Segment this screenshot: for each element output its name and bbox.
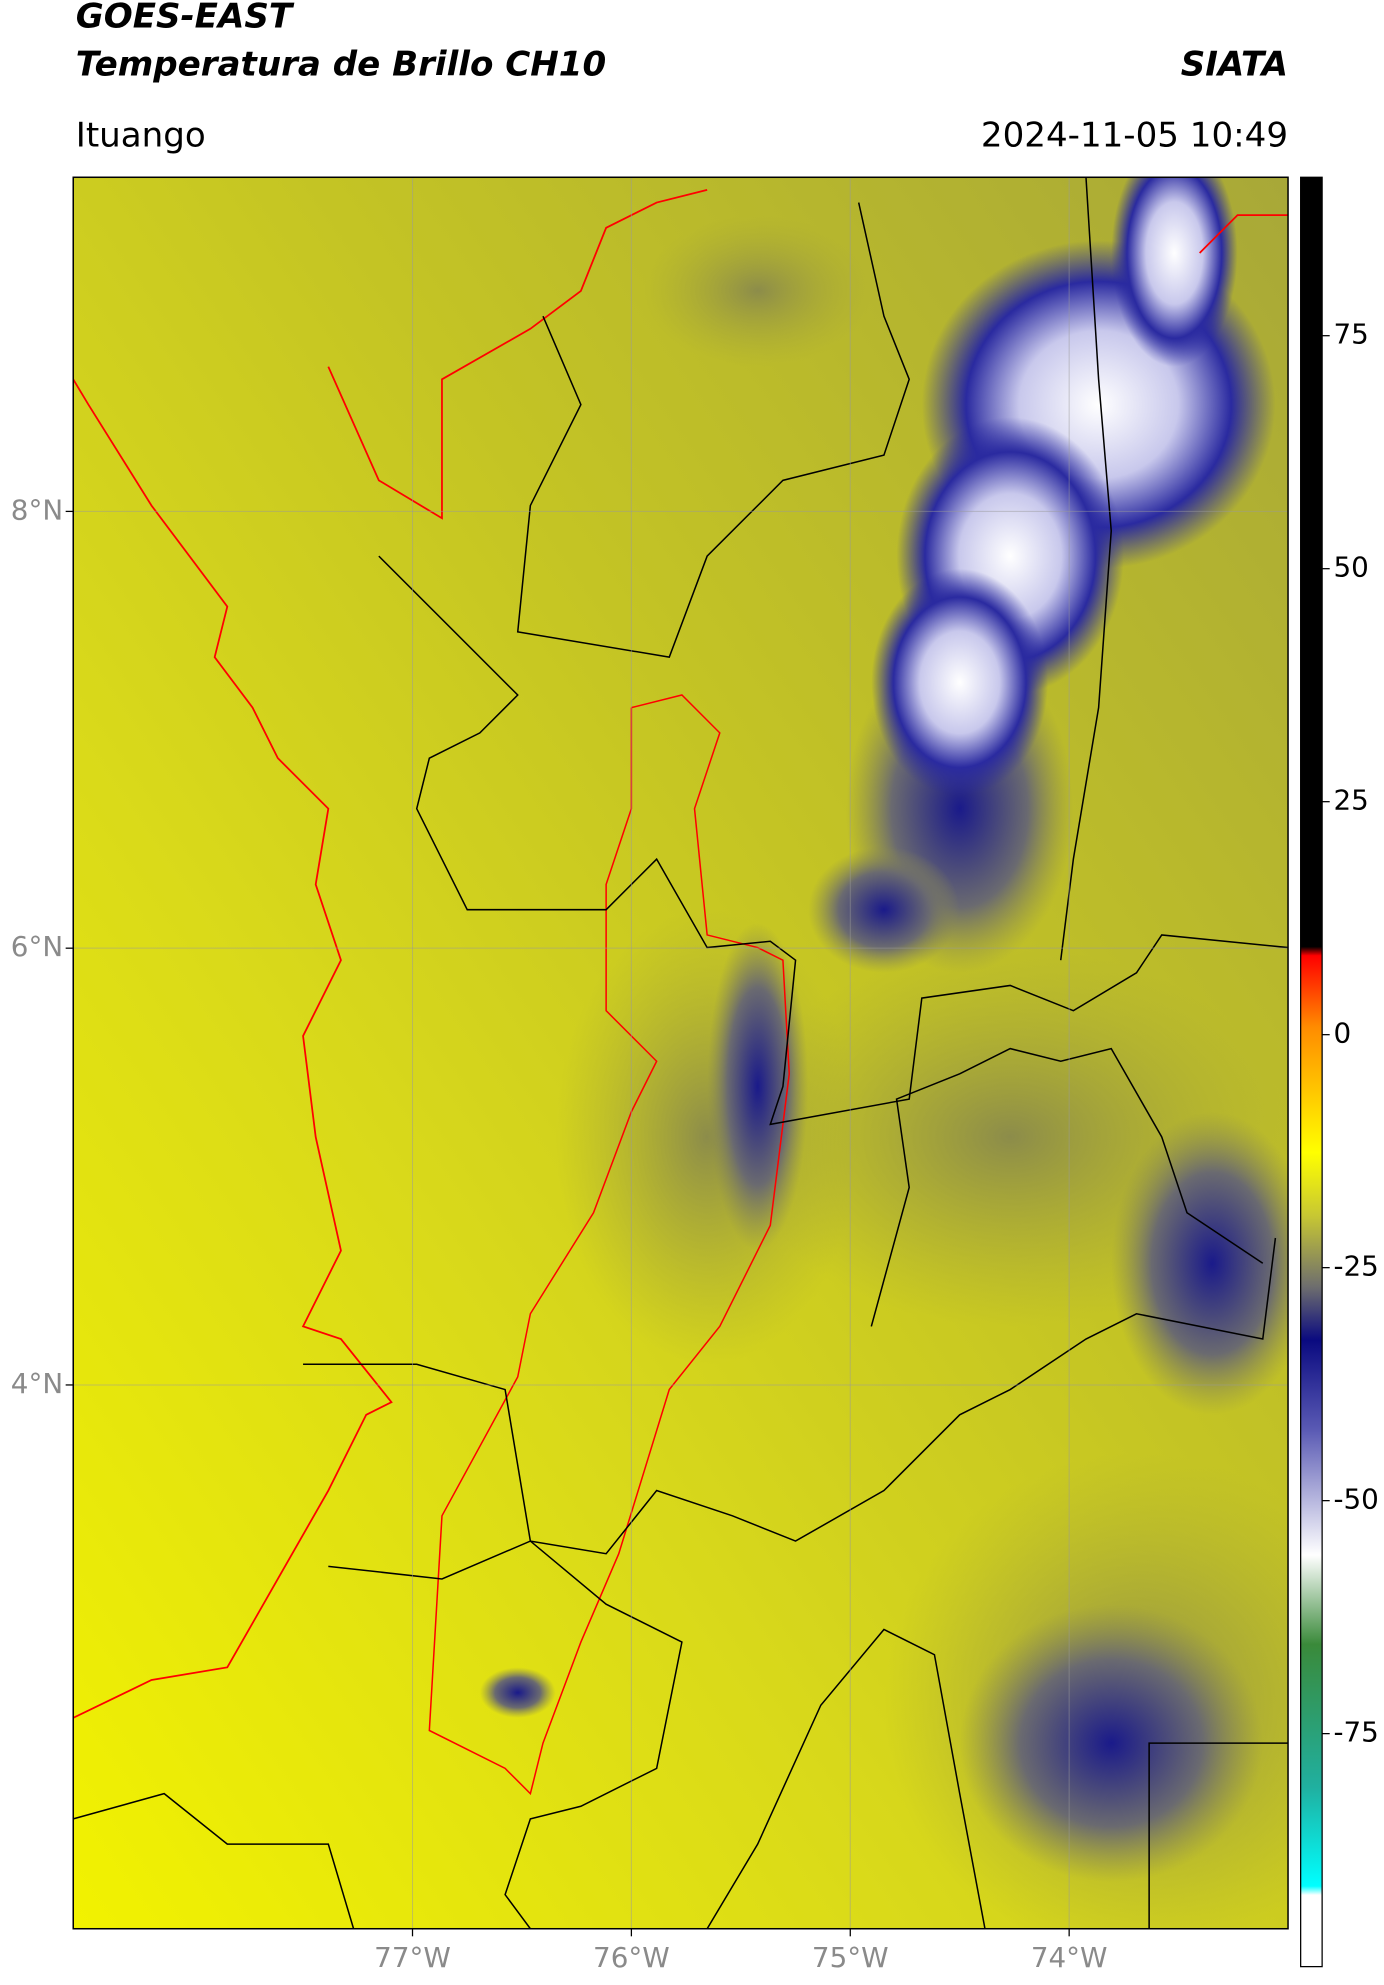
colorbar-ticks: 75 50 25 0 -25 -50 -75 bbox=[1322, 318, 1379, 1749]
map-image bbox=[73, 177, 1289, 1929]
x-tick-label: 74°W bbox=[1031, 1941, 1108, 1974]
x-tick-label: 77°W bbox=[374, 1941, 451, 1974]
y-tick-label: 4°N bbox=[11, 1367, 63, 1400]
grid bbox=[65, 177, 1289, 1937]
colorbar-tick-label: 75 bbox=[1333, 318, 1368, 351]
colorbar-tick-label: -25 bbox=[1333, 1250, 1378, 1283]
y-tick-label: 6°N bbox=[11, 930, 63, 963]
source: SIATA bbox=[1181, 45, 1288, 85]
colorbar-tick-label: 50 bbox=[1333, 551, 1368, 584]
x-tick-label: 75°W bbox=[812, 1941, 889, 1974]
colorbar-tick-label: 25 bbox=[1333, 784, 1368, 817]
location: Ituango bbox=[76, 115, 206, 155]
map-frame bbox=[72, 176, 1289, 1930]
x-tick-label: 76°W bbox=[593, 1941, 670, 1974]
colorbar-tick-label: -50 bbox=[1333, 1483, 1378, 1516]
timestamp: 2024-11-05 10:49 bbox=[981, 115, 1288, 155]
colorbar-tick-label: 0 bbox=[1333, 1017, 1351, 1050]
colorbar-tick-label: -75 bbox=[1333, 1716, 1378, 1749]
y-tick-label: 8°N bbox=[11, 493, 63, 526]
subtitle: Temperatura de Brillo CH10 bbox=[76, 45, 606, 85]
colorbar bbox=[1300, 176, 1323, 1968]
title: GOES-EAST bbox=[76, 0, 295, 37]
